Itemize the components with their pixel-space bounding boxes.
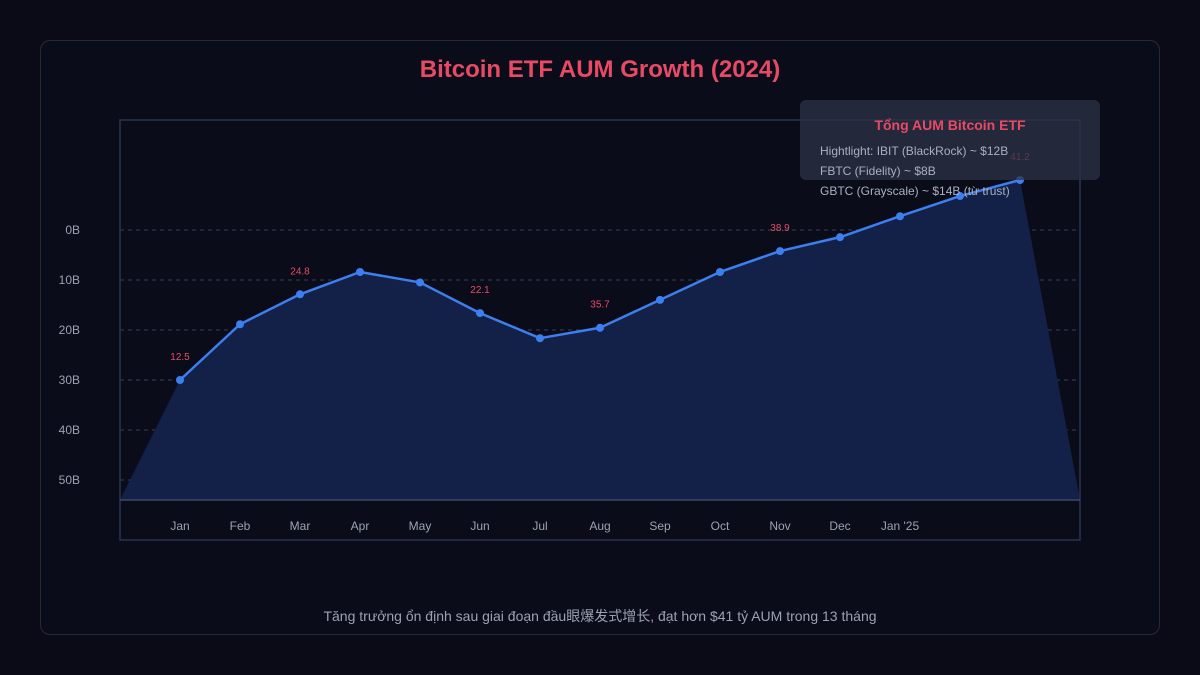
x-tick-label: Jul bbox=[532, 519, 547, 533]
data-point bbox=[296, 290, 304, 299]
x-tick-label: Aug bbox=[589, 519, 610, 533]
y-tick-label: 50B bbox=[59, 473, 80, 487]
data-point bbox=[356, 267, 364, 276]
data-point bbox=[536, 334, 544, 343]
data-point bbox=[836, 233, 844, 242]
x-tick-label: Oct bbox=[711, 519, 730, 533]
data-point bbox=[896, 212, 904, 221]
y-tick-label: 30B bbox=[59, 373, 80, 387]
area-fill bbox=[120, 180, 1080, 500]
legend-title: Tổng AUM Bitcoin ETF bbox=[874, 117, 1026, 133]
data-point bbox=[416, 278, 424, 287]
legend-box: Tổng AUM Bitcoin ETF Hightlight: IBIT (B… bbox=[800, 100, 1100, 198]
data-point bbox=[656, 295, 664, 304]
x-tick-label: Nov bbox=[769, 519, 790, 533]
y-tick-label: 0B bbox=[65, 223, 80, 237]
x-tick-label: Jan '25 bbox=[881, 519, 920, 533]
data-point bbox=[476, 309, 484, 318]
data-point bbox=[236, 320, 244, 329]
chart-title: Bitcoin ETF AUM Growth (2024) bbox=[419, 56, 781, 83]
data-point bbox=[716, 267, 724, 276]
x-tick-label: Dec bbox=[829, 519, 850, 533]
data-label: 35.7 bbox=[590, 300, 610, 311]
legend-line-ibit: Hightlight: IBIT (BlackRock) ~ $12B bbox=[820, 144, 1009, 158]
x-tick-label: Feb bbox=[230, 519, 251, 533]
data-point bbox=[776, 247, 784, 256]
x-tick-label: Sep bbox=[649, 519, 671, 533]
plot-frame bbox=[119, 119, 1081, 541]
data-label: 38.9 bbox=[770, 223, 790, 234]
x-tick-label: May bbox=[409, 519, 432, 533]
x-tick-label: Apr bbox=[351, 519, 370, 533]
legend-line-gbtc: GBTC (Grayscale) ~ $14B (từ trust) bbox=[820, 184, 1010, 198]
chart-footnote: Tăng trưởng ổn định sau giai đoạn đầu眼爆发… bbox=[323, 608, 877, 624]
y-tick-label: 40B bbox=[59, 423, 80, 437]
x-tick-label: Jan bbox=[170, 519, 189, 533]
y-tick-label: 20B bbox=[59, 323, 80, 337]
data-label: 22.1 bbox=[470, 285, 490, 296]
data-point bbox=[956, 192, 964, 201]
data-point bbox=[176, 376, 184, 384]
data-point bbox=[596, 323, 604, 332]
data-label: 24.8 bbox=[290, 266, 310, 277]
y-tick-label: 10B bbox=[59, 273, 80, 287]
x-tick-label: Jun bbox=[470, 519, 489, 533]
data-label: 12.5 bbox=[170, 352, 190, 363]
x-tick-label: Mar bbox=[290, 519, 311, 533]
legend-line-fbtc: FBTC (Fidelity) ~ $8B bbox=[820, 164, 936, 178]
